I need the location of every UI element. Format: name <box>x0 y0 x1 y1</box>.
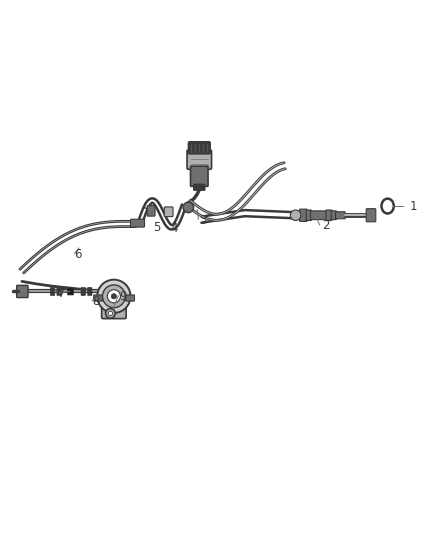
FancyBboxPatch shape <box>50 287 55 295</box>
FancyBboxPatch shape <box>187 150 212 169</box>
Circle shape <box>108 311 113 316</box>
Text: 4: 4 <box>171 222 178 235</box>
FancyBboxPatch shape <box>17 285 28 297</box>
FancyBboxPatch shape <box>331 211 336 220</box>
Text: 8: 8 <box>92 295 99 308</box>
Text: 9: 9 <box>119 290 127 303</box>
FancyBboxPatch shape <box>126 295 134 301</box>
Circle shape <box>97 280 131 313</box>
Circle shape <box>183 202 194 213</box>
FancyBboxPatch shape <box>326 210 332 221</box>
FancyBboxPatch shape <box>306 210 311 221</box>
FancyBboxPatch shape <box>94 295 102 301</box>
FancyBboxPatch shape <box>191 166 208 187</box>
Text: 7: 7 <box>58 287 65 300</box>
Text: 5: 5 <box>153 221 161 235</box>
FancyBboxPatch shape <box>300 209 307 221</box>
FancyBboxPatch shape <box>81 287 85 295</box>
FancyBboxPatch shape <box>67 288 74 295</box>
Text: 1: 1 <box>410 199 417 213</box>
Circle shape <box>111 294 117 299</box>
FancyBboxPatch shape <box>188 142 210 154</box>
Circle shape <box>107 290 120 303</box>
FancyBboxPatch shape <box>88 287 92 295</box>
FancyBboxPatch shape <box>147 206 155 216</box>
Text: 2: 2 <box>322 219 329 232</box>
FancyBboxPatch shape <box>194 184 205 190</box>
Circle shape <box>290 210 301 221</box>
FancyBboxPatch shape <box>102 290 126 319</box>
FancyBboxPatch shape <box>57 287 61 295</box>
FancyBboxPatch shape <box>164 207 173 216</box>
Circle shape <box>106 309 115 318</box>
Text: 6: 6 <box>74 248 82 261</box>
FancyBboxPatch shape <box>311 211 327 220</box>
Circle shape <box>102 285 125 308</box>
FancyBboxPatch shape <box>131 219 145 227</box>
Text: 3: 3 <box>199 214 207 227</box>
FancyBboxPatch shape <box>366 209 376 222</box>
FancyBboxPatch shape <box>336 212 345 219</box>
